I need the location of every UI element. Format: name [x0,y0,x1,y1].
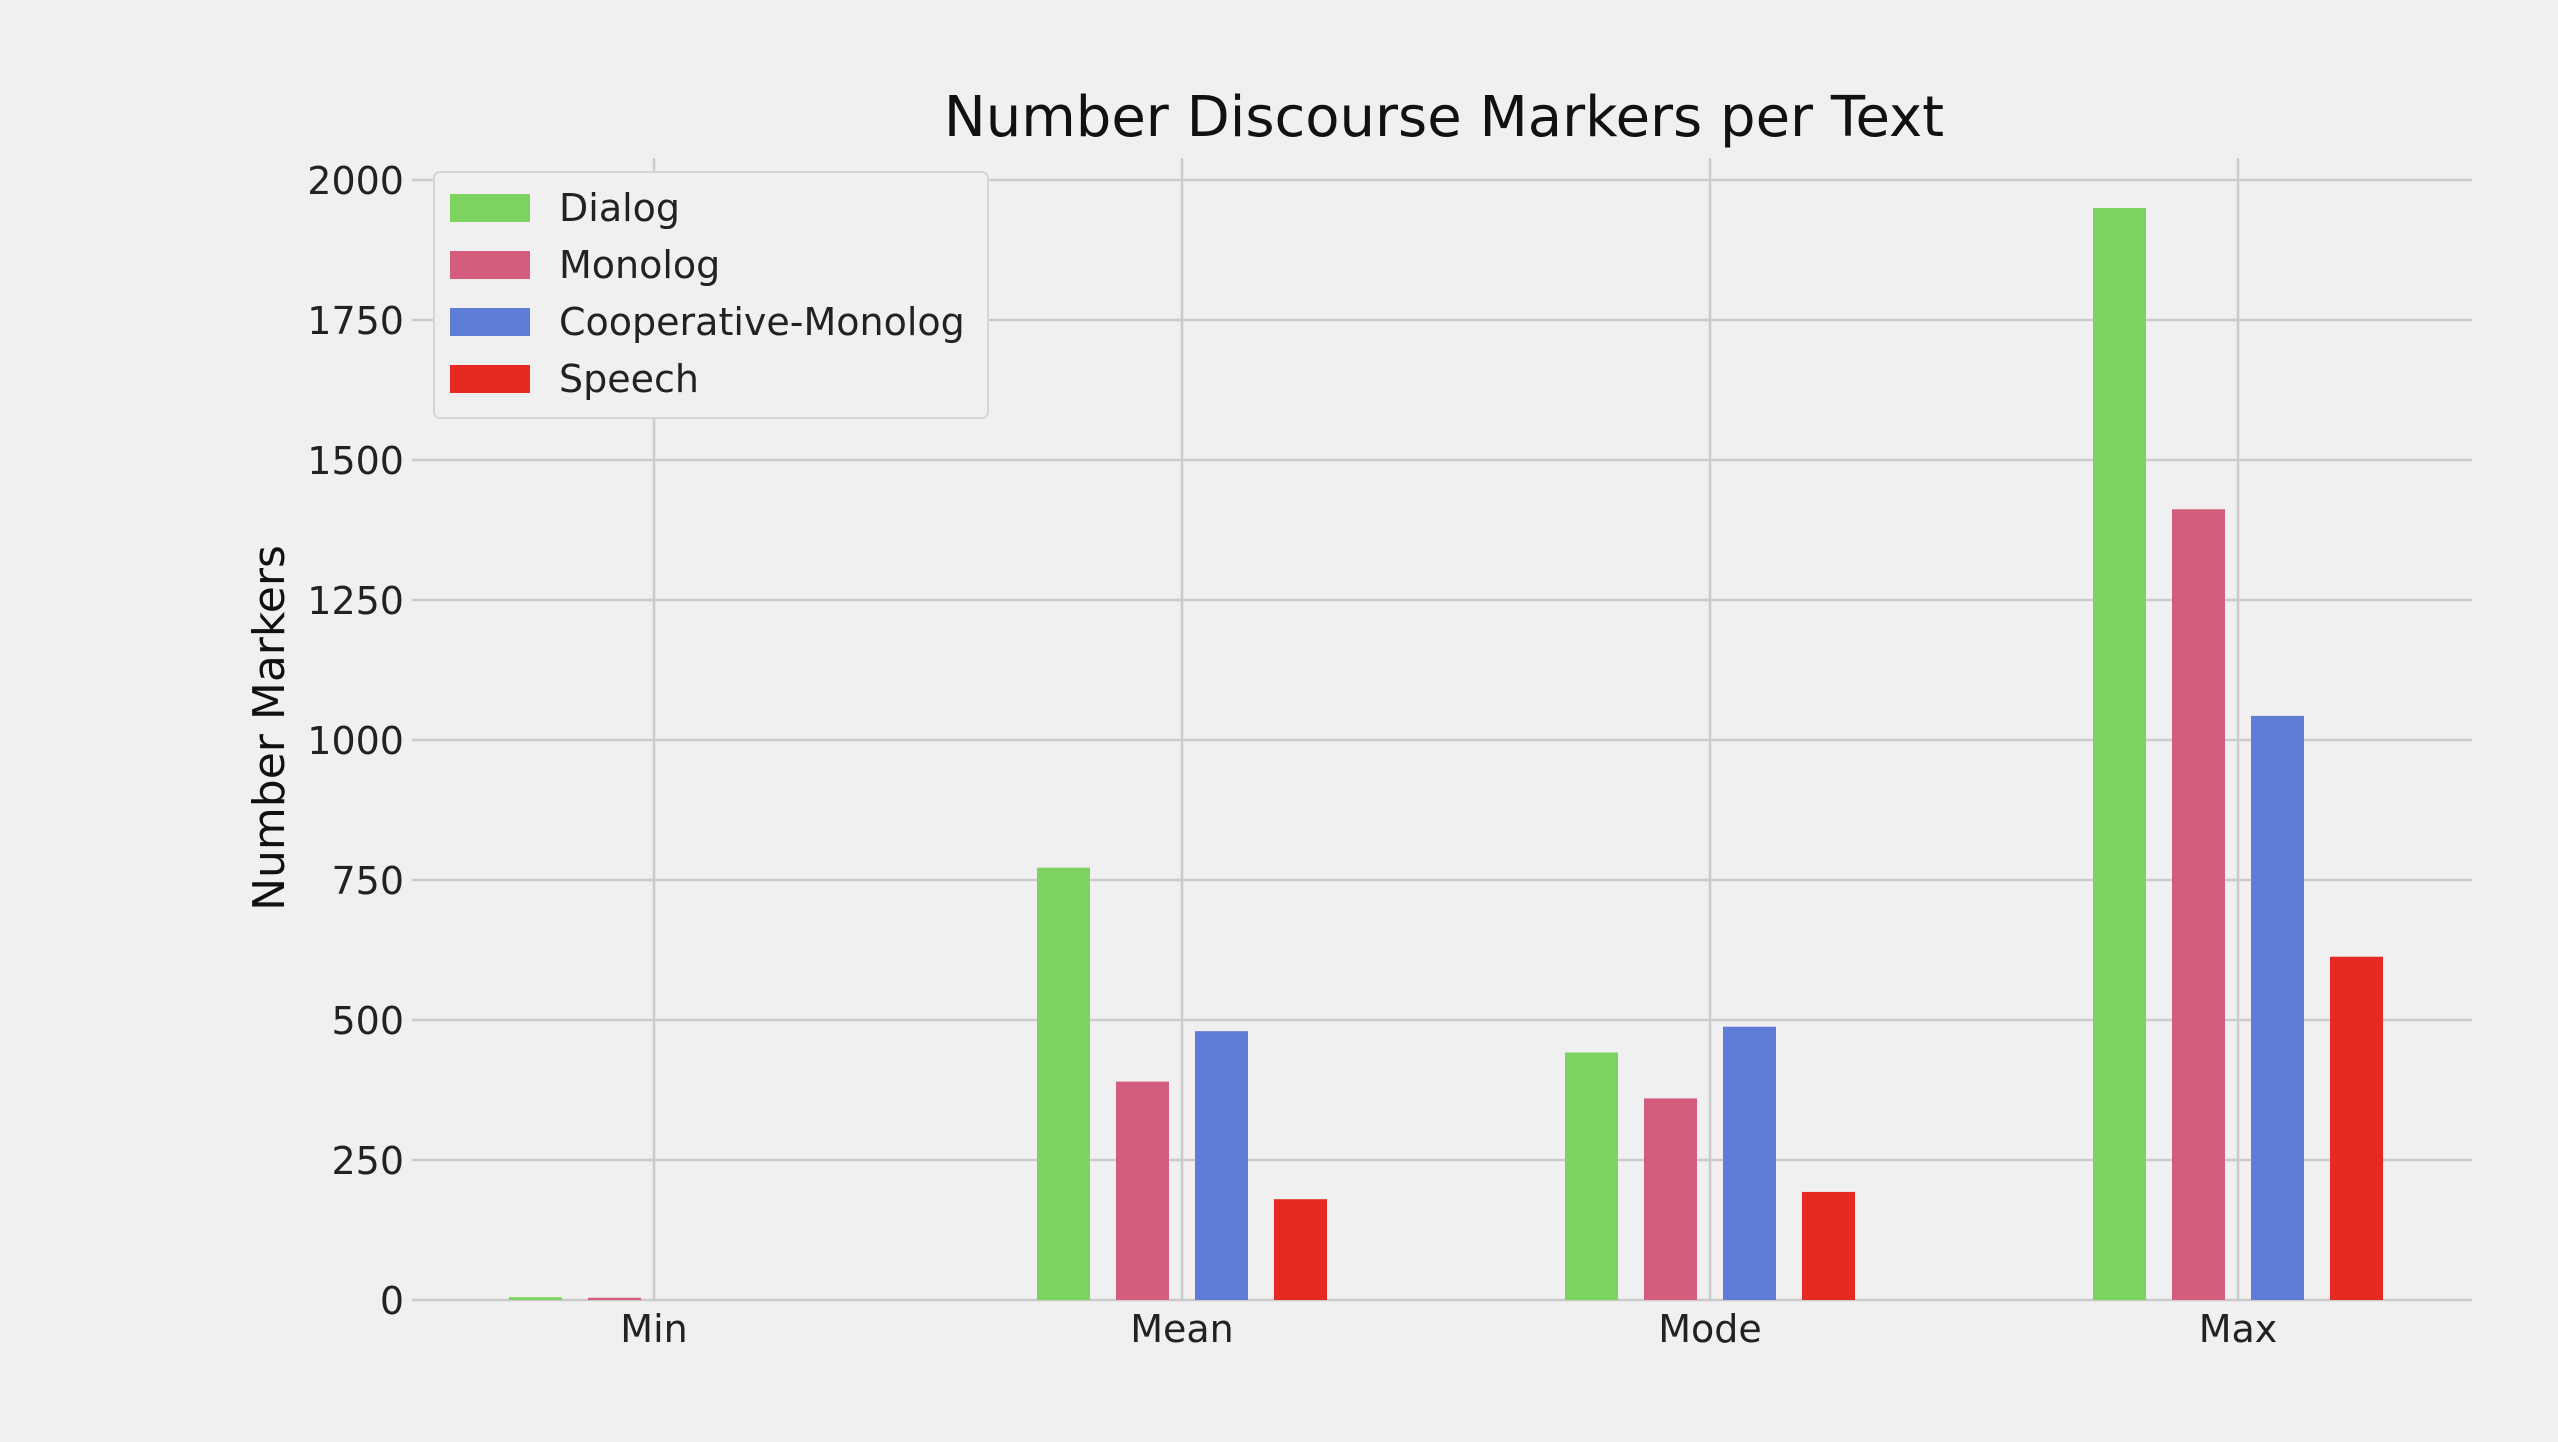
legend-swatch [450,194,530,222]
legend-box [433,171,989,419]
y-tick-label: 1000 [307,719,404,763]
chart-title: Number Discourse Markers per Text [944,85,1944,150]
legend-label: Dialog [559,186,680,230]
bar-cooperative-monolog-mean [1195,1031,1248,1300]
y-tick-label: 1750 [307,299,404,343]
x-tick-label: Mode [1658,1307,1762,1351]
bar-dialog-max [2093,208,2146,1300]
x-tick-label: Mean [1130,1307,1234,1351]
bar-dialog-min [509,1297,562,1300]
bar-cooperative-monolog-mode [1723,1026,1776,1300]
y-tick-label: 1500 [307,439,404,483]
y-tick-label: 250 [331,1139,404,1183]
bar-monolog-mean [1116,1081,1169,1300]
y-tick-label: 750 [331,859,404,903]
bar-monolog-min [588,1297,641,1300]
y-tick-label: 0 [380,1279,404,1323]
bar-dialog-mode [1565,1052,1618,1300]
legend-swatch [450,365,530,393]
legend-swatch [450,251,530,279]
legend-label: Monolog [559,243,720,287]
x-tick-label: Max [2199,1307,2278,1351]
bar-monolog-max [2172,509,2225,1300]
bar-speech-max [2330,956,2383,1300]
bar-cooperative-monolog-max [2251,715,2304,1300]
legend: Dialog Monolog Cooperative-Monolog Speech [433,171,989,419]
legend-swatch [450,308,530,336]
x-tick-label: Min [620,1307,687,1351]
y-axis-label: Number Markers [244,545,295,911]
grid-layer [412,158,2472,1302]
bars-layer [509,208,2383,1300]
bar-speech-mean [1274,1199,1327,1300]
y-tick-label: 500 [331,999,404,1043]
y-tick-label: 1250 [307,579,404,623]
y-tick-label: 2000 [307,159,404,203]
bar-dialog-mean [1037,867,1090,1300]
legend-label: Cooperative-Monolog [559,300,965,344]
bar-speech-mode [1802,1191,1855,1300]
ticks-layer: 0 250 500 750 1000 1250 1500 1750 2000 Min Mean Mod… [307,159,2277,1351]
bar-monolog-mode [1644,1098,1697,1300]
legend-label: Speech [559,357,699,401]
